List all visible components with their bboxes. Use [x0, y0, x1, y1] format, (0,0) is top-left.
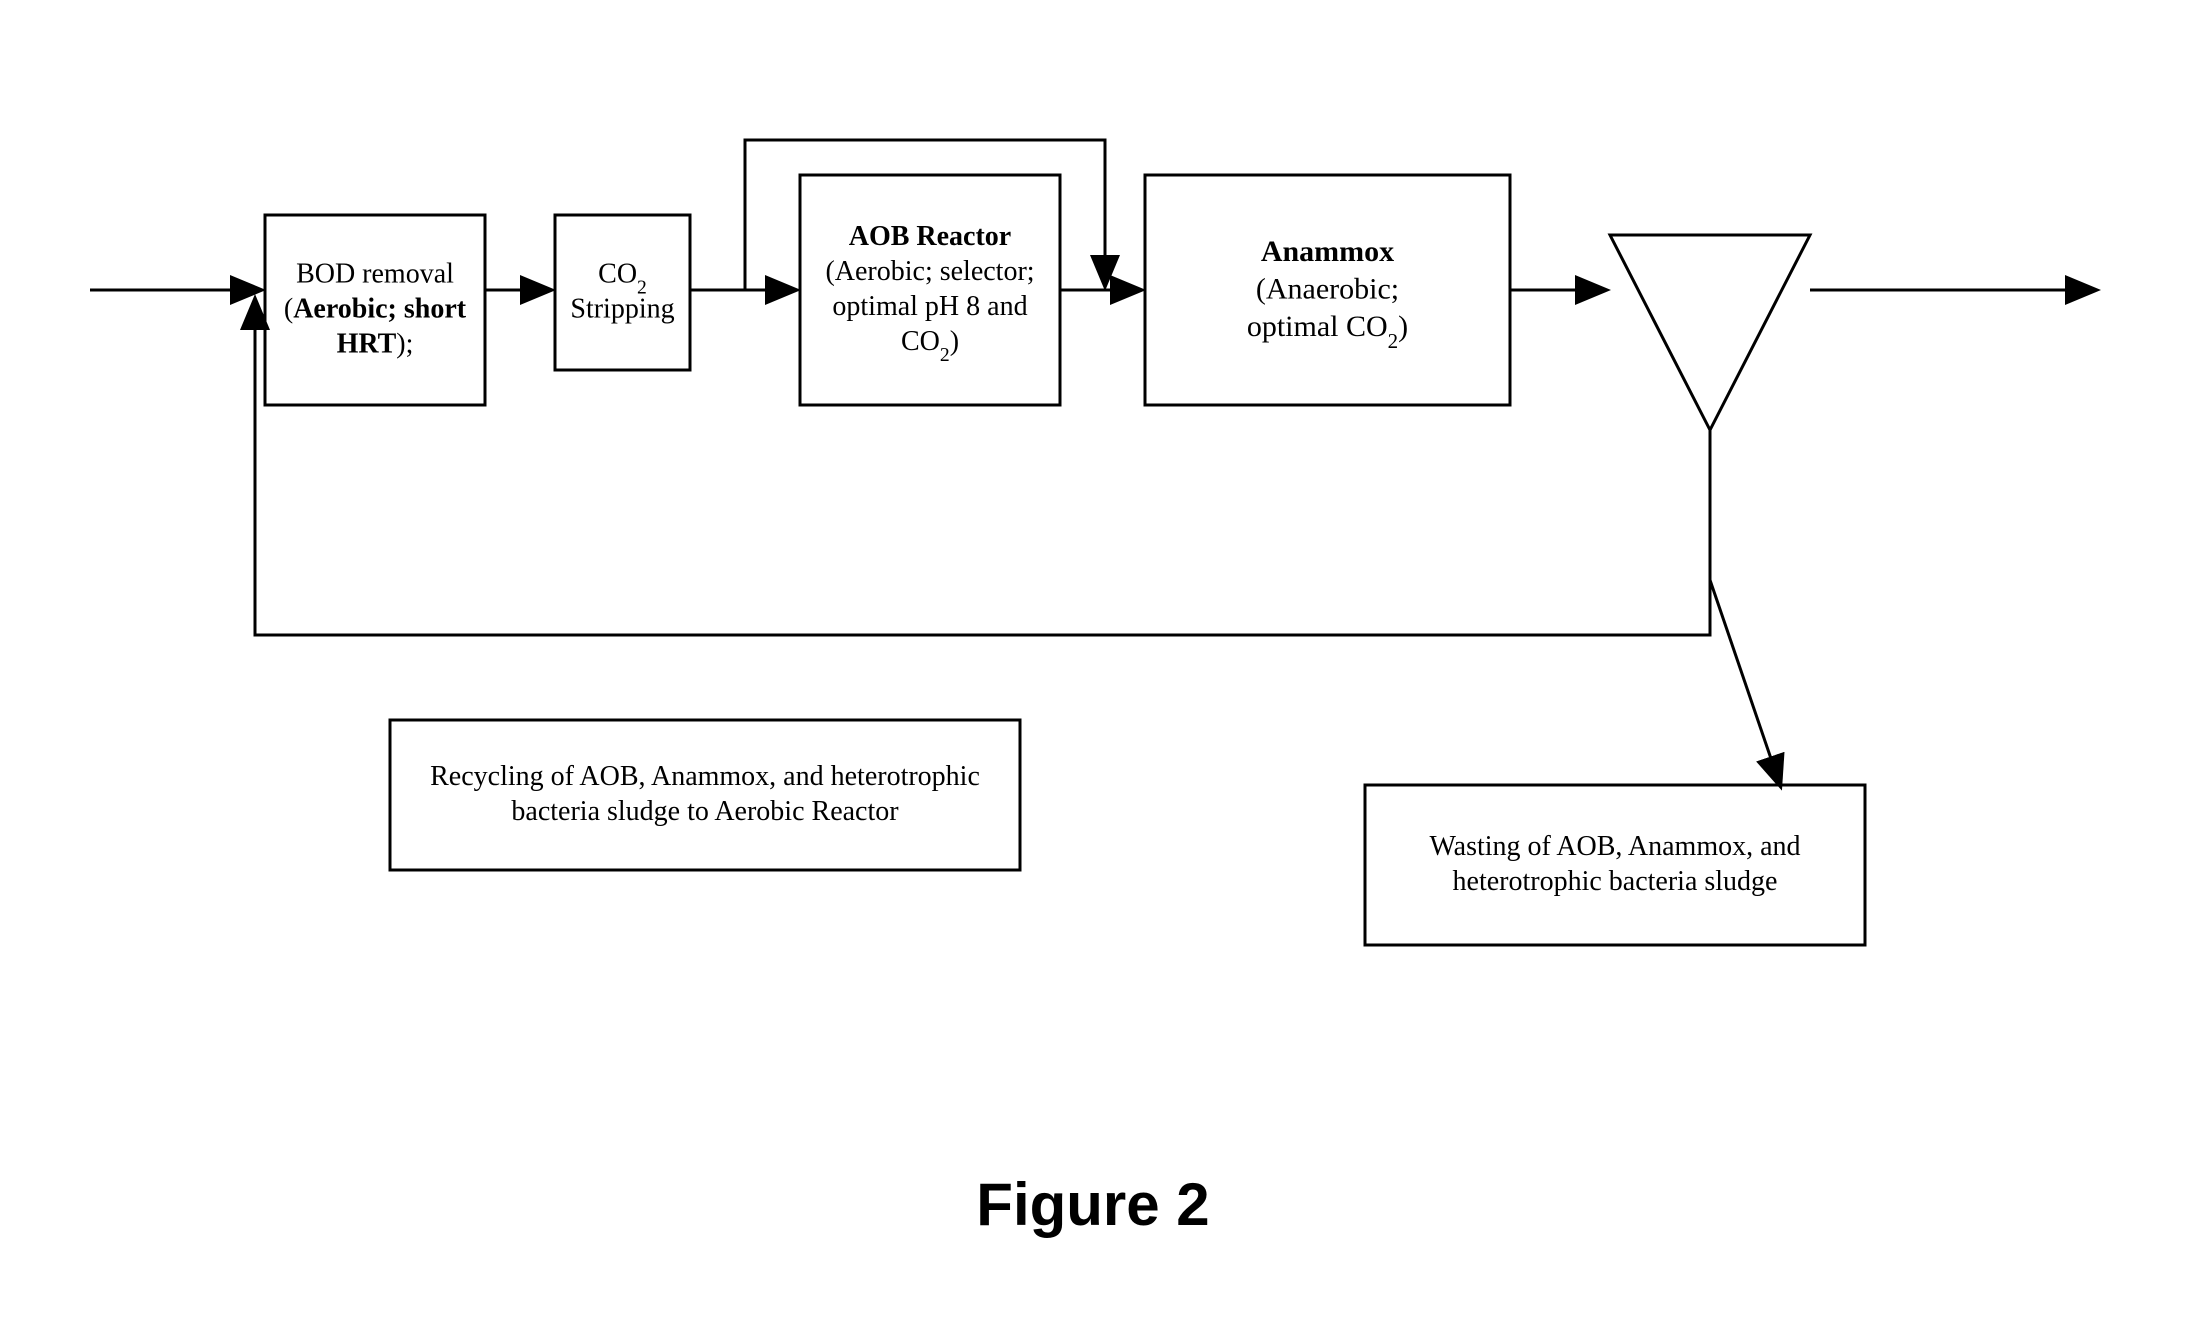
wasting-note-label-1: heterotrophic bacteria sludge	[1453, 866, 1778, 897]
arrow-recycle-sludge	[255, 300, 1710, 635]
bod-removal-label-0: BOD removal	[296, 259, 454, 290]
aob-reactor-label-0: AOB Reactor	[849, 221, 1012, 252]
anammox-reactor-label-1: (Anaerobic;	[1256, 272, 1399, 305]
co2-stripping-label-1: Stripping	[570, 294, 674, 325]
process-flow-diagram: BOD removal (Aerobic; short HRT); CO2Stripp…	[0, 0, 2186, 1330]
arrow-waste-sludge	[1710, 580, 1780, 785]
co2-stripping-box	[555, 215, 690, 370]
wasting-note-label-0: Wasting of AOB, Anammox, and	[1429, 831, 1800, 862]
clarifier-triangle	[1610, 235, 1810, 430]
aob-reactor-box	[800, 175, 1060, 405]
co2-stripping-label-0: CO2	[598, 259, 647, 299]
aob-reactor-label-2: optimal pH 8 and	[832, 291, 1027, 322]
bod-removal-label-2: HRT);	[337, 329, 414, 360]
bod-removal-label-1: (Aerobic; short	[284, 294, 467, 325]
figure-caption: Figure 2	[976, 1171, 1209, 1238]
recycling-note-label-1: bacteria sludge to Aerobic Reactor	[511, 796, 899, 827]
aob-reactor-label-1: (Aerobic; selector;	[825, 256, 1034, 287]
anammox-reactor-label-0: Anammox	[1261, 235, 1394, 268]
wasting-note-box	[1365, 785, 1865, 945]
anammox-reactor-label-2: optimal CO2)	[1247, 310, 1408, 353]
recycling-note-box	[390, 720, 1020, 870]
recycling-note-label-0: Recycling of AOB, Anammox, and heterotro…	[430, 761, 980, 792]
aob-reactor-label-3: CO2)	[901, 326, 959, 366]
